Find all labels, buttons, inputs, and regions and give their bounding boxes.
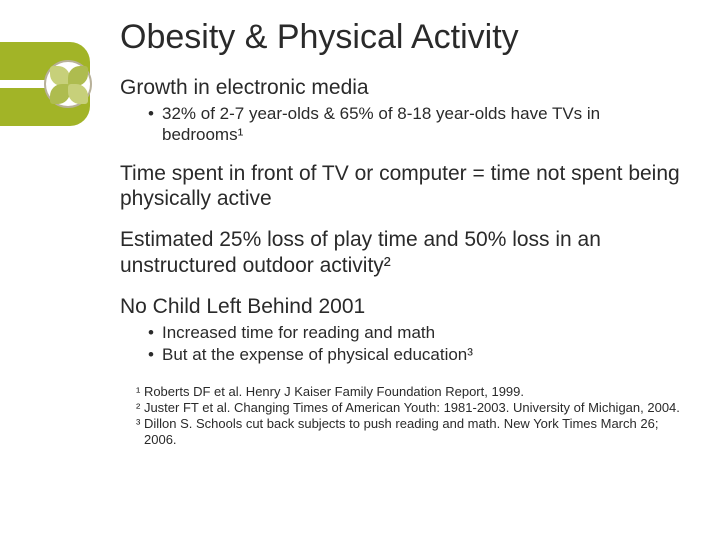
block-sub-item: 32% of 2-7 year-olds & 65% of 8-18 year-… [148, 104, 680, 145]
block-lead: Time spent in front of TV or computer = … [120, 161, 680, 211]
reference-item: ³ Dillon S. Schools cut back subjects to… [136, 416, 680, 449]
reference-item: ¹ Roberts DF et al. Henry J Kaiser Famil… [136, 384, 680, 400]
slide-content: Obesity & Physical Activity Growth in el… [0, 0, 720, 540]
block-lead: Growth in electronic media [120, 75, 680, 100]
block-0: Growth in electronic media 32% of 2-7 ye… [120, 75, 680, 145]
block-sub-item: Increased time for reading and math [148, 323, 680, 343]
references: ¹ Roberts DF et al. Henry J Kaiser Famil… [120, 384, 680, 449]
block-3: No Child Left Behind 2001 Increased time… [120, 294, 680, 366]
slide-title: Obesity & Physical Activity [120, 18, 680, 57]
block-lead: No Child Left Behind 2001 [120, 294, 680, 319]
block-1: Time spent in front of TV or computer = … [120, 161, 680, 211]
reference-item: ² Juster FT et al. Changing Times of Ame… [136, 400, 680, 416]
block-2: Estimated 25% loss of play time and 50% … [120, 227, 680, 277]
block-lead: Estimated 25% loss of play time and 50% … [120, 227, 680, 277]
block-sub-item: But at the expense of physical education… [148, 345, 680, 365]
